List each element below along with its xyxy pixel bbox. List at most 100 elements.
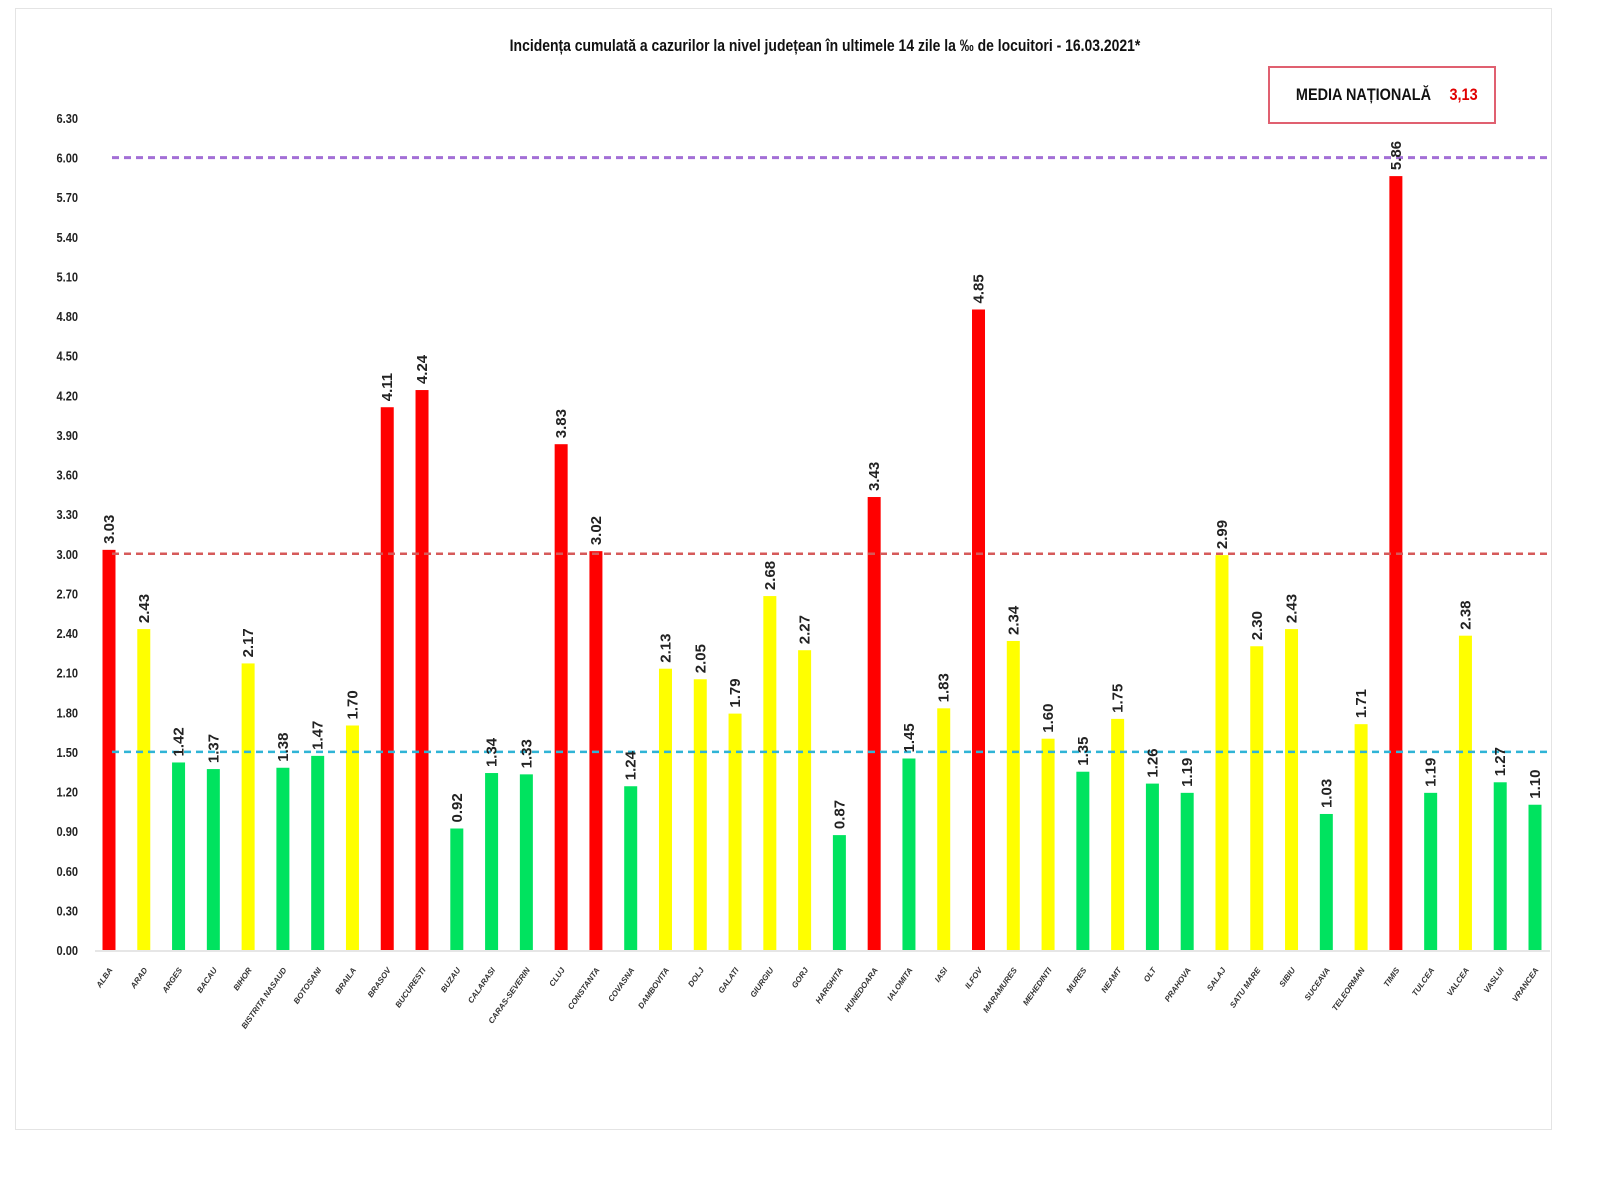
bar-gorj bbox=[798, 650, 812, 950]
bar-buzau bbox=[450, 828, 464, 950]
y-tick-label: 1.20 bbox=[57, 785, 79, 800]
y-tick-label: 1.80 bbox=[57, 705, 79, 720]
value-label: 2.27 bbox=[797, 615, 814, 644]
bar-arges bbox=[172, 762, 186, 950]
value-label: 1.35 bbox=[1075, 737, 1092, 766]
category-label: GORJ bbox=[790, 966, 811, 990]
bar-bacau bbox=[206, 769, 220, 950]
value-label: 0.92 bbox=[449, 793, 466, 822]
y-tick-label: 0.00 bbox=[57, 943, 79, 958]
category-label: GALATI bbox=[717, 965, 742, 995]
value-label: 2.38 bbox=[1457, 600, 1474, 629]
value-label: 2.34 bbox=[1005, 605, 1022, 635]
value-label: 3.02 bbox=[588, 516, 605, 545]
bar-braila bbox=[345, 725, 359, 950]
bar-caras-severin bbox=[519, 774, 533, 950]
national-average-label: MEDIA NAȚIONALĂ bbox=[1295, 85, 1432, 104]
category-label: VALCEA bbox=[1445, 966, 1471, 998]
bar-timis bbox=[1389, 176, 1403, 951]
category-label: IASI bbox=[933, 965, 950, 984]
bar-mures bbox=[1076, 771, 1090, 950]
y-tick-label: 0.60 bbox=[57, 864, 79, 879]
category-label: IALOMITA bbox=[885, 966, 914, 1003]
y-tick-label: 1.50 bbox=[57, 745, 79, 760]
bar-vaslui bbox=[1493, 782, 1507, 950]
bar-galati bbox=[728, 713, 742, 950]
category-label: BUCURESTI bbox=[394, 965, 429, 1009]
value-label: 1.37 bbox=[205, 734, 222, 763]
category-label: MEHEDINTI bbox=[1021, 965, 1054, 1007]
value-label: 1.03 bbox=[1318, 779, 1335, 808]
bar-ilfov bbox=[972, 309, 986, 950]
y-tick-label: 0.30 bbox=[57, 904, 79, 919]
value-label: 2.43 bbox=[136, 594, 153, 623]
value-label: 5.86 bbox=[1388, 141, 1405, 170]
category-label: SIBIU bbox=[1278, 966, 1298, 989]
bar-arad bbox=[137, 629, 151, 950]
value-label: 1.60 bbox=[1040, 703, 1057, 732]
y-tick-label: 2.40 bbox=[57, 626, 79, 641]
bar-constanta bbox=[589, 551, 603, 950]
value-label: 1.38 bbox=[275, 733, 292, 762]
category-label: BIHOR bbox=[232, 966, 254, 992]
bar-maramures bbox=[1006, 640, 1020, 950]
category-label: VRANCEA bbox=[1511, 966, 1541, 1004]
value-label: 1.26 bbox=[1144, 748, 1161, 777]
category-label: ALBA bbox=[94, 966, 115, 990]
value-label: 2.30 bbox=[1249, 611, 1266, 640]
chart-title: Incidența cumulată a cazurilor la nivel … bbox=[509, 36, 1141, 55]
value-label: 1.45 bbox=[901, 723, 918, 752]
value-label: 2.05 bbox=[692, 644, 709, 673]
category-label: SALAJ bbox=[1205, 966, 1228, 993]
bar-calarasi bbox=[485, 773, 499, 950]
chart-frame bbox=[15, 8, 1552, 1130]
value-label: 3.03 bbox=[101, 515, 118, 544]
category-label: DOLJ bbox=[686, 966, 706, 989]
value-label: 1.24 bbox=[623, 750, 640, 780]
bar-mehedinti bbox=[1041, 738, 1055, 950]
value-label: 1.19 bbox=[1179, 758, 1196, 787]
bar-bucuresti bbox=[415, 390, 429, 950]
value-label: 1.47 bbox=[310, 721, 327, 750]
bar-valcea bbox=[1458, 635, 1472, 950]
bar-cluj bbox=[554, 444, 568, 950]
y-tick-label: 2.70 bbox=[57, 587, 79, 602]
bar-bistrita-nasaud bbox=[276, 767, 290, 950]
y-tick-label: 6.00 bbox=[57, 151, 79, 166]
y-tick-label: 4.50 bbox=[57, 349, 79, 364]
y-tick-label: 4.20 bbox=[57, 388, 79, 403]
y-tick-label: 3.90 bbox=[57, 428, 79, 443]
category-label: VASLUI bbox=[1482, 965, 1506, 994]
value-label: 1.42 bbox=[171, 727, 188, 756]
value-label: 2.68 bbox=[762, 561, 779, 590]
bar-iasi bbox=[937, 708, 951, 950]
bar-brasov bbox=[380, 407, 394, 950]
value-label: 1.34 bbox=[484, 737, 501, 767]
value-label: 0.87 bbox=[831, 800, 848, 829]
bar-satu-mare bbox=[1250, 646, 1264, 950]
category-label: CONSTANTA bbox=[566, 966, 602, 1012]
value-label: 3.83 bbox=[553, 409, 570, 438]
value-label: 1.70 bbox=[344, 690, 361, 719]
national-average-value: 3,13 bbox=[1449, 85, 1478, 104]
bar-neamt bbox=[1111, 718, 1125, 950]
value-label: 2.17 bbox=[240, 628, 257, 657]
bar-sibiu bbox=[1285, 629, 1299, 950]
category-label: TULCEA bbox=[1410, 966, 1436, 998]
category-label: ARAD bbox=[128, 966, 149, 991]
value-label: 1.27 bbox=[1492, 747, 1509, 776]
y-tick-label: 4.80 bbox=[57, 309, 79, 324]
value-label: 2.99 bbox=[1214, 520, 1231, 549]
category-label: PRAHOVA bbox=[1163, 966, 1193, 1004]
category-label: HUNEDOARA bbox=[843, 966, 880, 1014]
y-tick-label: 5.40 bbox=[57, 230, 79, 245]
category-label: ILFOV bbox=[963, 965, 984, 990]
category-label: BUZAU bbox=[439, 966, 463, 994]
category-label: BRASOV bbox=[366, 965, 393, 999]
value-label: 1.83 bbox=[936, 673, 953, 702]
bar-teleorman bbox=[1354, 724, 1368, 950]
y-tick-label: 6.30 bbox=[57, 111, 79, 126]
category-label: DAMBOVITA bbox=[636, 966, 671, 1011]
value-label: 4.11 bbox=[379, 373, 396, 401]
